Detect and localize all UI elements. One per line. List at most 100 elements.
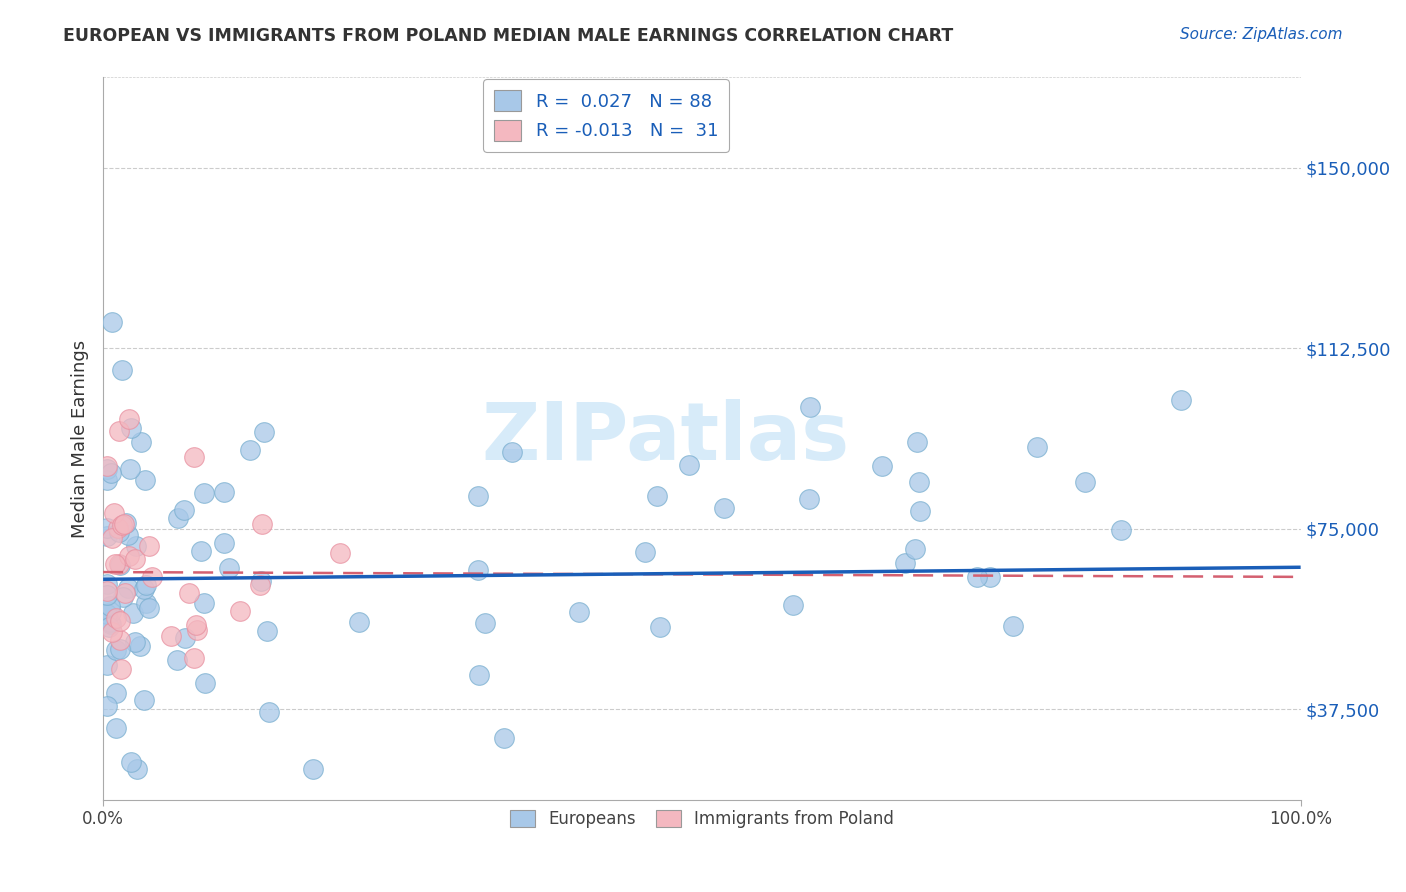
Point [252, 516, 274, 531]
Point [96, 462, 118, 476]
Point [96, 658, 118, 673]
Text: ZIPatlas: ZIPatlas [482, 400, 851, 477]
Point [132, 693, 155, 707]
Point [870, 459, 893, 474]
Point [120, 420, 142, 434]
Point [468, 668, 491, 682]
Point [104, 557, 127, 571]
Point [129, 435, 152, 450]
Point [122, 607, 145, 621]
Point [138, 601, 160, 615]
Point [183, 651, 205, 665]
Point [713, 500, 735, 515]
Point [115, 516, 138, 530]
Point [100, 599, 122, 613]
Point [100, 466, 122, 480]
Point [98, 619, 121, 633]
Point [96, 459, 118, 474]
Point [799, 492, 821, 507]
Point [96, 474, 118, 488]
Point [111, 363, 134, 377]
Point [117, 581, 139, 595]
Point [908, 475, 931, 490]
Point [101, 315, 124, 329]
Point [907, 434, 929, 449]
Point [141, 570, 163, 584]
Point [634, 545, 657, 559]
Point [160, 629, 183, 643]
Point [108, 557, 131, 571]
Point [108, 614, 131, 628]
Point [347, 615, 370, 629]
Point [96, 520, 118, 534]
Point [124, 539, 146, 553]
Point [212, 536, 235, 550]
Point [173, 503, 195, 517]
Point [568, 605, 591, 619]
Point [184, 617, 207, 632]
Point [474, 616, 496, 631]
Point [1109, 523, 1132, 537]
Point [96, 577, 118, 591]
Point [104, 686, 127, 700]
Point [179, 585, 201, 599]
Point [194, 675, 217, 690]
Point [166, 653, 188, 667]
Point [494, 731, 516, 745]
Point [100, 605, 122, 619]
Point [112, 516, 135, 531]
Point [249, 578, 271, 592]
Point [117, 528, 139, 542]
Point [108, 558, 131, 572]
Point [904, 542, 927, 557]
Point [118, 549, 141, 563]
Point [124, 635, 146, 649]
Point [103, 506, 125, 520]
Point [100, 616, 122, 631]
Point [129, 640, 152, 654]
Point [120, 755, 142, 769]
Point [96, 584, 118, 599]
Point [186, 623, 208, 637]
Point [193, 486, 215, 500]
Point [239, 442, 262, 457]
Point [96, 607, 118, 622]
Point [124, 551, 146, 566]
Point [166, 510, 188, 524]
Point [98, 615, 121, 629]
Point [108, 524, 131, 539]
Legend: Europeans, Immigrants from Poland: Europeans, Immigrants from Poland [503, 803, 901, 835]
Point [108, 632, 131, 647]
Point [112, 590, 135, 604]
Point [218, 561, 240, 575]
Point [1170, 392, 1192, 407]
Point [111, 518, 134, 533]
Point [134, 474, 156, 488]
Point [183, 450, 205, 464]
Point [979, 570, 1001, 584]
Point [96, 699, 118, 714]
Point [104, 611, 127, 625]
Point [135, 578, 157, 592]
Point [193, 596, 215, 610]
Point [249, 574, 271, 588]
Point [966, 570, 988, 584]
Point [138, 539, 160, 553]
Point [190, 544, 212, 558]
Y-axis label: Median Male Earnings: Median Male Earnings [72, 340, 89, 538]
Point [908, 503, 931, 517]
Point [302, 763, 325, 777]
Point [214, 484, 236, 499]
Point [108, 424, 131, 438]
Point [501, 444, 523, 458]
Point [678, 458, 700, 473]
Point [257, 705, 280, 719]
Point [894, 556, 917, 570]
Text: EUROPEAN VS IMMIGRANTS FROM POLAND MEDIAN MALE EARNINGS CORRELATION CHART: EUROPEAN VS IMMIGRANTS FROM POLAND MEDIA… [63, 27, 953, 45]
Point [1026, 441, 1049, 455]
Point [114, 586, 136, 600]
Point [650, 620, 672, 634]
Point [329, 546, 352, 560]
Point [96, 529, 118, 543]
Point [253, 425, 276, 440]
